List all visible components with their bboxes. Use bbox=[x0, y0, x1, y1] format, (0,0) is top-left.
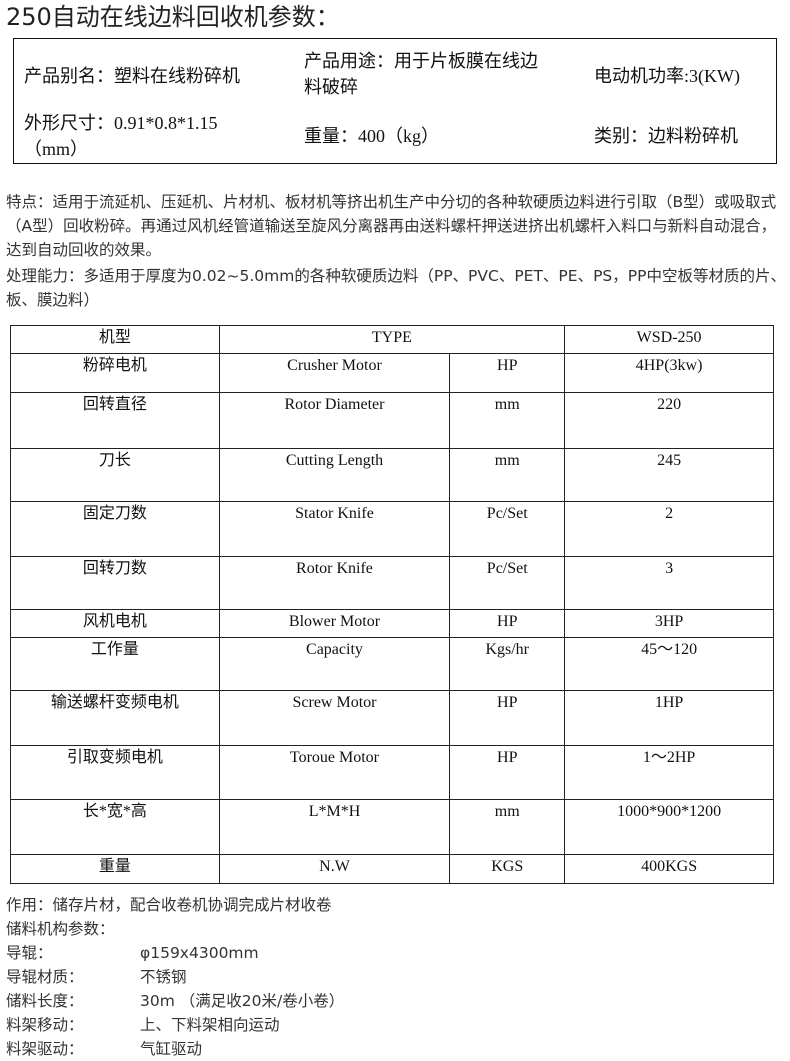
storage-heading: 储料机构参数： bbox=[6, 920, 115, 938]
cell-name-cn: 回转刀数 bbox=[10, 556, 220, 610]
cell-name-en: L*M*H bbox=[218, 799, 451, 855]
table-row: 长*宽*高 L*M*H mm 1000*900*1200 bbox=[10, 799, 774, 855]
cell-name-en: N.W bbox=[218, 854, 451, 884]
storage-param: 导辊： φ159x4300mm bbox=[6, 941, 259, 965]
cell-value: 400KGS bbox=[564, 854, 774, 884]
storage-param: 料架驱动： 气缸驱动 bbox=[6, 1037, 202, 1061]
cell-name-en: Toroue Motor bbox=[218, 745, 451, 800]
cell-value: 45～120 bbox=[564, 637, 774, 691]
spec-usage-line1: 产品用途：用于片板膜在线边 bbox=[304, 51, 538, 71]
storage-param-label: 储料长度： bbox=[6, 992, 84, 1010]
spec-category: 类别：边料粉碎机 bbox=[594, 126, 738, 146]
table-row: 输送螺杆变频电机 Screw Motor HP 1HP bbox=[10, 690, 774, 746]
cell-unit: Pc/Set bbox=[449, 501, 566, 557]
spec-usage-line2: 料破碎 bbox=[304, 77, 358, 97]
cell-name-en: Blower Motor bbox=[218, 609, 451, 638]
spec-alias: 产品别名：塑料在线粉碎机 bbox=[24, 66, 240, 86]
cell-name-cn: 风机电机 bbox=[10, 609, 220, 638]
cell-unit: Kgs/hr bbox=[449, 637, 566, 691]
cell-name-cn: 长*宽*高 bbox=[10, 799, 220, 855]
table-row: 工作量 Capacity Kgs/hr 45～120 bbox=[10, 637, 774, 691]
spec-size-line2: （mm） bbox=[24, 139, 89, 159]
cell-value: 4HP(3kw) bbox=[564, 353, 774, 393]
storage-param: 导辊材质： 不锈钢 bbox=[6, 965, 187, 989]
table-row: 重量 N.W KGS 400KGS bbox=[10, 854, 774, 884]
table-header-row: 机型 TYPE WSD-250 bbox=[10, 325, 774, 354]
cell-name-en: Cutting Length bbox=[218, 448, 451, 502]
header-model: 机型 bbox=[10, 325, 220, 354]
storage-param-value: 不锈钢 bbox=[140, 968, 187, 986]
spec-size-line1: 外形尺寸：0.91*0.8*1.15 bbox=[24, 113, 218, 133]
storage-param-label: 料架移动： bbox=[6, 1016, 84, 1034]
cell-unit: mm bbox=[449, 392, 566, 449]
table-row: 回转直径 Rotor Diameter mm 220 bbox=[10, 392, 774, 449]
header-type: TYPE bbox=[218, 325, 566, 354]
cell-unit: HP bbox=[449, 690, 566, 746]
cell-name-cn: 刀长 bbox=[10, 448, 220, 502]
cell-name-cn: 粉碎电机 bbox=[10, 353, 220, 393]
cell-name-en: Rotor Diameter bbox=[218, 392, 451, 449]
storage-param-value: 30m （满足收20米/卷小卷） bbox=[140, 992, 345, 1010]
spec-power: 电动机功率:3(KW) bbox=[594, 66, 740, 86]
cell-name-cn: 回转直径 bbox=[10, 392, 220, 449]
cell-unit: HP bbox=[449, 353, 566, 393]
cell-name-cn: 工作量 bbox=[10, 637, 220, 691]
cell-value: 2 bbox=[564, 501, 774, 557]
storage-param-label: 料架驱动： bbox=[6, 1040, 84, 1058]
cell-name-en: Rotor Knife bbox=[218, 556, 451, 610]
cell-unit: KGS bbox=[449, 854, 566, 884]
cell-unit: mm bbox=[449, 799, 566, 855]
cell-unit: mm bbox=[449, 448, 566, 502]
header-value: WSD-250 bbox=[564, 325, 774, 354]
cell-name-cn: 输送螺杆变频电机 bbox=[10, 690, 220, 746]
cell-name-cn: 引取变频电机 bbox=[10, 745, 220, 800]
table-row: 回转刀数 Rotor Knife Pc/Set 3 bbox=[10, 556, 774, 610]
table-row: 引取变频电机 Toroue Motor HP 1～2HP bbox=[10, 745, 774, 800]
table-row: 粉碎电机 Crusher Motor HP 4HP(3kw) bbox=[10, 353, 774, 393]
storage-param-value: φ159x4300mm bbox=[140, 944, 259, 962]
table-row: 刀长 Cutting Length mm 245 bbox=[10, 448, 774, 502]
cell-value: 1000*900*1200 bbox=[564, 799, 774, 855]
spec-table: 机型 TYPE WSD-250 粉碎电机 Crusher Motor HP 4HP(3… bbox=[10, 325, 774, 884]
page-title: 250自动在线边料回收机参数： bbox=[6, 3, 340, 31]
function-text: 作用：储存片材，配合收卷机协调完成片材收卷 bbox=[6, 896, 332, 914]
cell-value: 1～2HP bbox=[564, 745, 774, 800]
storage-param-value: 上、下料架相向运动 bbox=[140, 1016, 280, 1034]
table-row: 风机电机 Blower Motor HP 3HP bbox=[10, 609, 774, 638]
cell-name-en: Capacity bbox=[218, 637, 451, 691]
cell-name-en: Stator Knife bbox=[218, 501, 451, 557]
spec-box: 产品别名：塑料在线粉碎机 产品用途：用于片板膜在线边 料破碎 电动机功率:3(K… bbox=[13, 38, 777, 164]
storage-param-value: 气缸驱动 bbox=[140, 1040, 203, 1058]
cell-value: 1HP bbox=[564, 690, 774, 746]
storage-param: 储料长度： 30m （满足收20米/卷小卷） bbox=[6, 989, 344, 1013]
cell-unit: Pc/Set bbox=[449, 556, 566, 610]
cell-unit: HP bbox=[449, 609, 566, 638]
cell-name-en: Crusher Motor bbox=[218, 353, 451, 393]
features-text: 特点：适用于流延机、压延机、片材机、板材机等挤出机生产中分切的各种软硬质边料进行… bbox=[6, 193, 777, 259]
cell-name-en: Screw Motor bbox=[218, 690, 451, 746]
storage-param-label: 导辊： bbox=[6, 944, 53, 962]
cell-value: 220 bbox=[564, 392, 774, 449]
storage-param: 料架移动： 上、下料架相向运动 bbox=[6, 1013, 280, 1037]
cell-value: 3HP bbox=[564, 609, 774, 638]
cell-unit: HP bbox=[449, 745, 566, 800]
cell-value: 245 bbox=[564, 448, 774, 502]
cell-name-cn: 固定刀数 bbox=[10, 501, 220, 557]
cell-name-cn: 重量 bbox=[10, 854, 220, 884]
table-row: 固定刀数 Stator Knife Pc/Set 2 bbox=[10, 501, 774, 557]
cell-value: 3 bbox=[564, 556, 774, 610]
capacity-text: 处理能力：多适用于厚度为0.02~5.0mm的各种软硬质边料（PP、PVC、PE… bbox=[6, 267, 786, 309]
storage-param-label: 导辊材质： bbox=[6, 968, 84, 986]
spec-weight: 重量：400（kg） bbox=[304, 126, 439, 146]
